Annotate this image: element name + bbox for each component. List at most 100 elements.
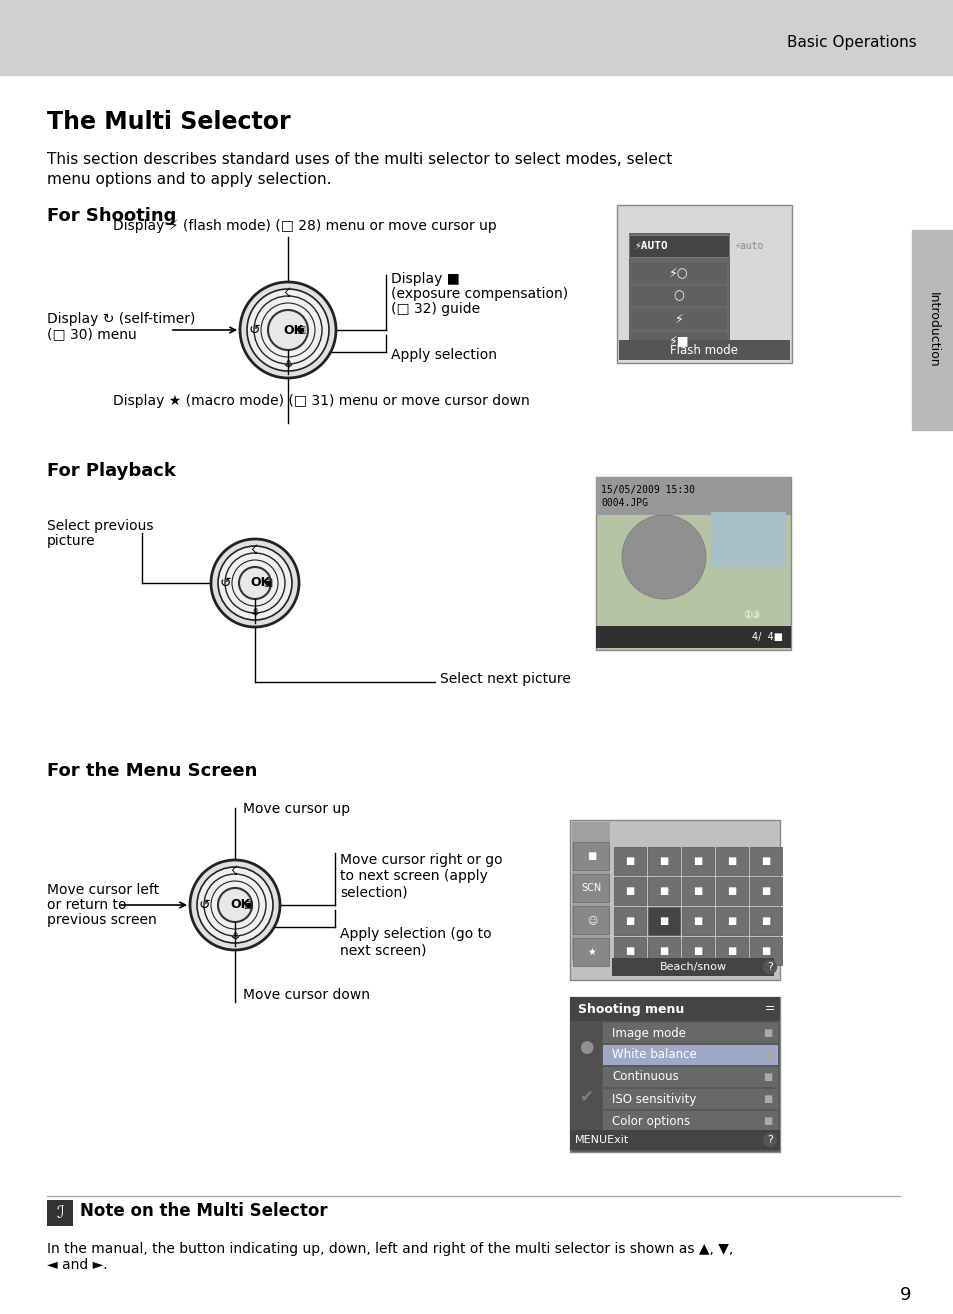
- Text: ISO sensitivity: ISO sensitivity: [612, 1092, 696, 1105]
- Text: ■: ■: [762, 1072, 771, 1081]
- Text: ⚘: ⚘: [229, 932, 240, 945]
- Text: Basic Operations: Basic Operations: [786, 34, 916, 50]
- Text: ◄ and ►.: ◄ and ►.: [47, 1257, 108, 1272]
- Text: Move cursor right or go: Move cursor right or go: [339, 853, 502, 867]
- Circle shape: [261, 304, 314, 357]
- Circle shape: [204, 874, 266, 936]
- Text: ■: ■: [625, 946, 634, 957]
- Text: Apply selection: Apply selection: [391, 348, 497, 361]
- Bar: [647, 937, 679, 964]
- Bar: [681, 937, 713, 964]
- Text: ■: ■: [762, 1116, 771, 1126]
- Bar: [681, 907, 713, 936]
- Bar: [647, 876, 679, 905]
- Bar: [47, 1200, 73, 1226]
- Bar: [628, 235, 728, 258]
- Bar: [612, 958, 773, 976]
- Text: Introduction: Introduction: [925, 292, 939, 368]
- Bar: [716, 937, 747, 964]
- Bar: [614, 907, 645, 936]
- Text: 15/05/2009 15:30: 15/05/2009 15:30: [600, 485, 695, 495]
- Text: (exposure compensation): (exposure compensation): [391, 286, 568, 301]
- Text: Select next picture: Select next picture: [439, 671, 570, 686]
- Text: ■: ■: [760, 946, 770, 957]
- Text: Move cursor up: Move cursor up: [243, 802, 350, 816]
- Text: 4/  4■: 4/ 4■: [751, 632, 782, 643]
- Text: ☇: ☇: [284, 288, 292, 301]
- Text: ⚡auto: ⚡auto: [733, 240, 762, 251]
- Text: Apply selection (go to: Apply selection (go to: [339, 926, 491, 941]
- Bar: [749, 907, 781, 936]
- Circle shape: [240, 283, 335, 378]
- Text: ⚡: ⚡: [674, 313, 682, 326]
- Text: ■: ■: [762, 1050, 771, 1060]
- Circle shape: [621, 515, 705, 599]
- Text: Display ■: Display ■: [391, 272, 459, 286]
- Text: picture: picture: [47, 533, 95, 548]
- Bar: [602, 1045, 778, 1066]
- Text: ☺: ☺: [586, 915, 597, 925]
- Text: ■: ■: [762, 1028, 771, 1038]
- Bar: [681, 848, 713, 875]
- Bar: [614, 876, 645, 905]
- Text: Select previous: Select previous: [47, 519, 153, 533]
- Bar: [617, 205, 791, 363]
- Text: Color options: Color options: [612, 1114, 689, 1127]
- Bar: [569, 1021, 601, 1130]
- Text: ?: ?: [766, 1135, 772, 1144]
- Text: White balance: White balance: [612, 1049, 696, 1062]
- Text: =: =: [764, 1003, 775, 1016]
- Bar: [573, 905, 608, 934]
- Text: ■: ■: [625, 916, 634, 926]
- Text: Move cursor down: Move cursor down: [243, 988, 370, 1003]
- Text: ■: ■: [693, 855, 702, 866]
- Text: ■: ■: [659, 855, 668, 866]
- Bar: [572, 823, 609, 961]
- Text: MENUExit: MENUExit: [575, 1135, 629, 1144]
- Bar: [614, 848, 645, 875]
- Text: ■: ■: [693, 946, 702, 957]
- Bar: [0, 0, 953, 75]
- Text: (□ 32) guide: (□ 32) guide: [391, 302, 479, 315]
- Text: Image mode: Image mode: [612, 1026, 685, 1039]
- Text: ■: ■: [587, 851, 596, 861]
- Text: 9: 9: [900, 1286, 911, 1303]
- Text: ⚡AUTO: ⚡AUTO: [634, 240, 667, 251]
- Circle shape: [268, 310, 308, 350]
- Text: ⚘: ⚘: [282, 360, 294, 372]
- Text: ⚘: ⚘: [249, 608, 260, 622]
- Bar: [569, 1130, 780, 1150]
- Text: previous screen: previous screen: [47, 913, 156, 926]
- Text: ✔: ✔: [578, 1088, 593, 1106]
- Bar: [569, 997, 780, 1021]
- Text: ⚡○: ⚡○: [668, 267, 688, 280]
- Bar: [716, 876, 747, 905]
- Text: ■: ■: [659, 946, 668, 957]
- Text: Display ⚡ (flash mode) (□ 28) menu or move cursor up: Display ⚡ (flash mode) (□ 28) menu or mo…: [112, 219, 497, 233]
- Circle shape: [196, 867, 273, 943]
- Text: ?: ?: [766, 962, 772, 972]
- Text: ○: ○: [673, 289, 683, 302]
- Text: next screen): next screen): [339, 943, 426, 957]
- Bar: [749, 848, 781, 875]
- Circle shape: [218, 888, 252, 922]
- Bar: [681, 876, 713, 905]
- Bar: [569, 997, 780, 1152]
- Text: ↺: ↺: [198, 897, 210, 912]
- Text: For Shooting: For Shooting: [47, 208, 176, 225]
- Text: ■: ■: [760, 855, 770, 866]
- Text: ↺: ↺: [248, 323, 259, 336]
- Text: Flash mode: Flash mode: [670, 343, 738, 356]
- Bar: [573, 938, 608, 966]
- Text: 0004.JPG: 0004.JPG: [600, 498, 647, 509]
- Bar: [596, 625, 790, 648]
- Text: to next screen (apply: to next screen (apply: [339, 869, 487, 883]
- Circle shape: [218, 547, 292, 620]
- Circle shape: [239, 568, 271, 599]
- Text: ●: ●: [578, 1038, 593, 1056]
- Bar: [630, 263, 726, 283]
- Text: menu options and to apply selection.: menu options and to apply selection.: [47, 172, 331, 187]
- Bar: [630, 309, 726, 328]
- Bar: [573, 842, 608, 870]
- Text: ■: ■: [726, 946, 736, 957]
